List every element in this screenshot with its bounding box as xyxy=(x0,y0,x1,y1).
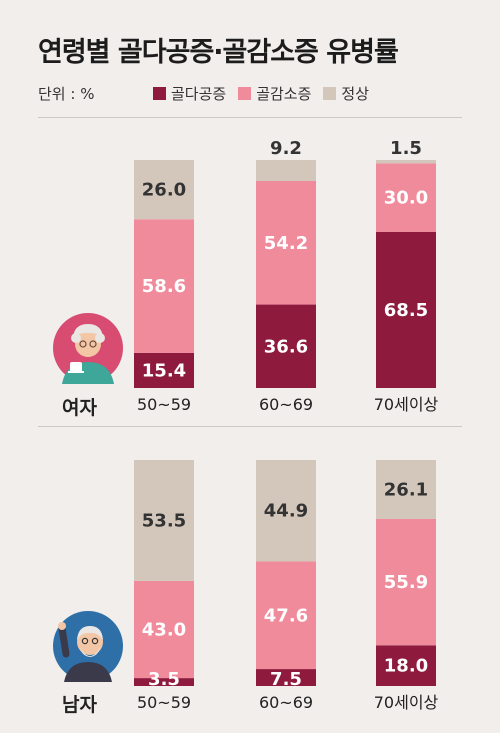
group-label-female: 여자 xyxy=(62,397,97,419)
bar-female-2-normal xyxy=(376,160,436,164)
category-label-male-0: 50~59 xyxy=(137,693,191,712)
data-label-female-2-normal: 1.5 xyxy=(390,138,422,159)
bar-female-1-osteoporosis xyxy=(256,304,316,388)
data-label-male-1-osteoporosis: 7.5 xyxy=(270,669,302,690)
category-label-male-1: 60~69 xyxy=(259,693,313,712)
bar-male-2-normal xyxy=(376,460,436,519)
bar-female-2-osteoporosis xyxy=(376,231,436,388)
elderly-man-waving-icon xyxy=(53,611,123,682)
bar-male-0-normal xyxy=(134,460,194,581)
category-label-female-0: 50~59 xyxy=(137,395,191,414)
bar-male-1-normal xyxy=(256,460,316,562)
data-label-female-2-osteoporosis: 68.5 xyxy=(384,300,428,321)
category-label-female-2: 70세이상 xyxy=(374,395,439,414)
data-label-female-1-normal: 9.2 xyxy=(270,138,302,159)
divider-middle xyxy=(38,426,462,427)
data-label-male-2-osteoporosis: 18.0 xyxy=(384,656,428,677)
legend: 골다공증 골감소증 정상 xyxy=(153,83,381,104)
data-label-female-1-osteopenia: 54.2 xyxy=(264,233,308,254)
data-label-male-2-normal: 26.1 xyxy=(384,479,428,500)
bar-female-0-osteoporosis xyxy=(134,352,194,388)
legend-label-osteoporosis: 골다공증 xyxy=(171,85,227,103)
bar-male-0-osteoporosis xyxy=(134,678,194,686)
data-label-male-0-osteoporosis: 3.5 xyxy=(148,669,180,690)
data-label-male-2-osteopenia: 55.9 xyxy=(384,572,428,593)
data-label-male-1-osteopenia: 47.6 xyxy=(264,605,308,626)
legend-item-osteoporosis: 골다공증 xyxy=(153,83,226,104)
legend-label-normal: 정상 xyxy=(341,85,370,103)
group-label-male: 남자 xyxy=(62,694,97,716)
bar-female-1-osteopenia xyxy=(256,180,316,305)
category-label-female-1: 60~69 xyxy=(259,395,313,414)
legend-label-osteopenia: 골감소증 xyxy=(256,85,312,103)
bar-female-2-osteopenia xyxy=(376,163,436,232)
data-label-female-0-normal: 26.0 xyxy=(142,180,186,201)
legend-item-normal: 정상 xyxy=(323,83,369,104)
bar-male-1-osteoporosis xyxy=(256,669,316,686)
bar-female-0-osteopenia xyxy=(134,219,194,353)
unit-label: 단위 : % xyxy=(38,85,95,103)
elderly-woman-drinking-tea-icon xyxy=(53,313,123,384)
legend-swatch-normal xyxy=(323,87,337,100)
data-label-female-2-osteopenia: 30.0 xyxy=(384,188,428,209)
legend-swatch-osteoporosis xyxy=(153,87,166,100)
chart-title: 연령별 골다공증·골감소증 유병률 xyxy=(38,37,399,68)
legend-item-osteopenia: 골감소증 xyxy=(238,83,311,104)
bar-male-2-osteopenia xyxy=(376,518,436,646)
category-label-male-2: 70세이상 xyxy=(374,693,439,712)
bar-female-0-normal xyxy=(134,160,194,220)
legend-swatch-osteopenia xyxy=(238,87,252,100)
bar-male-2-osteoporosis xyxy=(376,645,436,686)
data-label-male-1-normal: 44.9 xyxy=(264,501,308,522)
divider-top xyxy=(38,117,462,118)
data-label-female-0-osteoporosis: 15.4 xyxy=(142,360,186,381)
bar-male-0-osteopenia xyxy=(134,580,194,679)
data-label-male-0-osteopenia: 43.0 xyxy=(142,620,186,641)
bar-female-1-normal xyxy=(256,160,316,181)
data-label-male-0-normal: 53.5 xyxy=(142,510,186,531)
bar-male-1-osteopenia xyxy=(256,561,316,670)
data-label-female-0-osteopenia: 58.6 xyxy=(142,276,186,297)
data-label-female-1-osteoporosis: 36.6 xyxy=(264,336,308,357)
